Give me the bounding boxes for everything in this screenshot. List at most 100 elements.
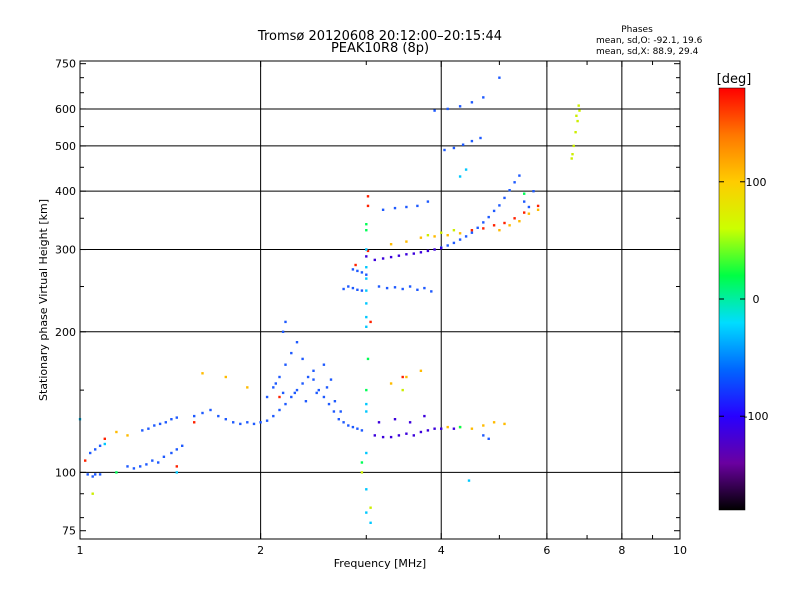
data-point <box>366 357 370 361</box>
data-point <box>416 204 419 208</box>
data-point <box>513 181 516 184</box>
data-point <box>419 236 423 239</box>
data-point <box>446 244 449 247</box>
data-point <box>366 195 370 198</box>
data-point <box>356 269 359 273</box>
data-point <box>301 357 304 361</box>
data-point <box>430 290 433 293</box>
data-point <box>492 209 496 213</box>
data-point <box>217 414 220 418</box>
data-point <box>458 238 462 241</box>
data-point <box>498 229 501 232</box>
data-point <box>356 427 359 430</box>
data-point <box>381 208 385 211</box>
y-tick-label: 750 <box>55 58 76 71</box>
data-point <box>278 375 281 379</box>
data-point <box>518 220 521 223</box>
data-point <box>508 189 511 192</box>
data-point <box>575 114 578 117</box>
data-point <box>401 375 404 379</box>
data-points <box>78 76 581 524</box>
data-point <box>325 386 329 389</box>
data-point <box>98 473 102 476</box>
data-point <box>405 253 408 256</box>
data-point <box>423 414 426 418</box>
x-axis-label: Frequency [MHz] <box>334 557 426 570</box>
data-point <box>272 386 275 389</box>
data-point <box>426 429 430 432</box>
data-point <box>408 285 412 288</box>
data-point <box>94 448 97 451</box>
plot-frame <box>79 60 681 540</box>
x-tick-labels: 1 2 4 6 8 10 <box>77 544 688 557</box>
data-point <box>365 451 368 455</box>
data-point <box>332 410 336 413</box>
data-point <box>458 175 462 178</box>
data-point <box>98 444 102 447</box>
colorbar-tick-label: 0 <box>753 293 760 306</box>
data-point <box>193 421 196 424</box>
x-tick-label: 2 <box>257 544 264 557</box>
data-point <box>577 104 580 107</box>
data-point <box>446 107 449 111</box>
data-point <box>452 146 456 150</box>
data-point <box>365 402 368 406</box>
data-point <box>351 268 355 271</box>
data-point <box>461 143 465 146</box>
data-point <box>433 235 436 238</box>
data-point <box>571 153 574 156</box>
data-point <box>274 382 277 385</box>
data-point <box>175 416 178 419</box>
data-point <box>162 455 166 458</box>
data-point <box>467 479 471 482</box>
data-point <box>365 273 368 276</box>
data-point <box>365 511 368 514</box>
data-point <box>239 422 242 426</box>
data-point <box>470 231 474 234</box>
data-point <box>181 444 184 447</box>
data-point <box>333 400 337 403</box>
data-point <box>470 229 474 232</box>
phases-heading: Phases <box>621 25 653 35</box>
data-point <box>170 451 173 455</box>
data-point <box>443 148 446 152</box>
data-point <box>365 277 368 280</box>
data-point <box>360 289 364 292</box>
data-point <box>426 234 430 237</box>
x-tick-label: 10 <box>673 544 687 557</box>
phases-mean-x: mean, sd,X: 88.9, 29.4 <box>596 47 699 57</box>
colorbar-tick-label: -100 <box>744 410 769 423</box>
data-point <box>523 192 526 195</box>
data-point <box>397 434 401 437</box>
data-point <box>201 411 204 415</box>
data-point <box>347 424 350 427</box>
data-point <box>360 461 364 464</box>
data-point <box>360 429 364 432</box>
data-point <box>84 459 87 462</box>
data-point <box>440 427 443 430</box>
data-point <box>369 521 372 524</box>
y-tick-label: 75 <box>62 525 76 538</box>
data-point <box>126 434 129 437</box>
data-point <box>252 422 256 426</box>
data-point <box>317 388 320 392</box>
data-point <box>426 249 430 253</box>
data-point <box>381 257 385 260</box>
data-point <box>523 200 526 203</box>
data-point <box>389 382 393 385</box>
data-point <box>86 473 89 476</box>
data-point <box>464 168 468 171</box>
data-point <box>290 395 293 399</box>
data-point <box>201 372 204 375</box>
data-point <box>284 363 287 366</box>
data-point <box>224 418 227 421</box>
data-point <box>342 287 345 291</box>
data-point <box>412 252 415 255</box>
colorbar-tick-label: 100 <box>746 176 767 189</box>
data-point <box>365 388 368 392</box>
data-point <box>322 395 326 399</box>
data-point <box>265 395 269 399</box>
data-point <box>393 418 397 421</box>
data-point <box>401 388 404 392</box>
data-point <box>381 435 385 439</box>
